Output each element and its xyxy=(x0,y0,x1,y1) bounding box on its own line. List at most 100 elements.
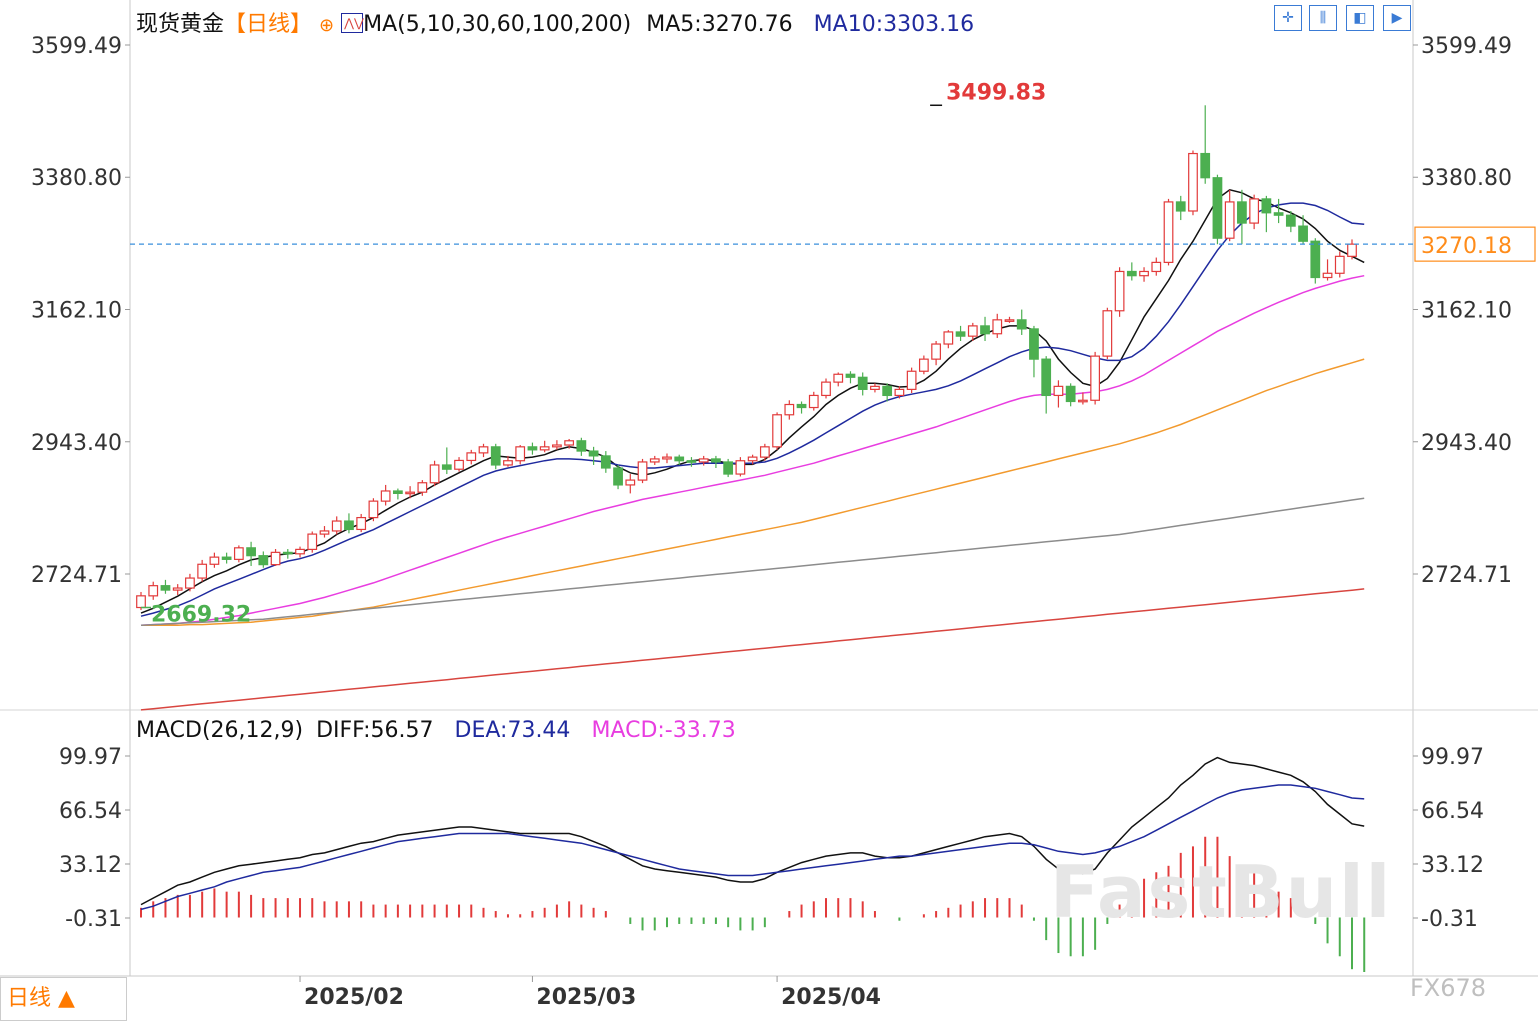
candle-up xyxy=(356,516,367,531)
timeframe-selector[interactable]: 日线 ▲ xyxy=(0,977,127,1021)
candle-down xyxy=(1200,152,1211,179)
candle-up xyxy=(906,370,917,390)
candle-up xyxy=(943,331,954,345)
ma10-value: MA10:3303.16 xyxy=(813,12,975,37)
macd-tick-label-right: 66.54 xyxy=(1421,799,1484,824)
price-tick-label-left: 3380.80 xyxy=(31,166,122,191)
candle-down xyxy=(723,461,734,475)
candle-up xyxy=(1053,385,1064,397)
last-price-label: 3270.18 xyxy=(1421,234,1512,259)
step-forward-icon[interactable]: ▶ xyxy=(1383,5,1411,31)
candle-up xyxy=(1090,355,1101,401)
candle-up xyxy=(209,556,220,565)
candle-down xyxy=(1212,177,1223,239)
ma-indicator-icon[interactable]: ⋀⋁ xyxy=(341,13,364,33)
watermark-fx678: FX678 xyxy=(1410,974,1487,1002)
candle-down xyxy=(980,325,990,335)
candle-up xyxy=(1249,198,1260,224)
candle-up xyxy=(405,491,415,495)
date-label: 2025/04 xyxy=(781,985,881,1010)
bar-chart-icon[interactable]: ⫼ xyxy=(1309,5,1337,31)
macd-diff: DIFF:56.57 xyxy=(316,718,434,743)
candle-up xyxy=(637,461,648,481)
candle-up xyxy=(331,520,342,532)
candle-up xyxy=(515,446,526,462)
price-tick-label-left: 3162.10 xyxy=(31,299,122,324)
candle-up xyxy=(992,319,1003,335)
candle-down xyxy=(160,585,171,591)
candle-down xyxy=(1273,212,1284,216)
period-label[interactable]: 【日线】 xyxy=(224,12,313,37)
candle-up xyxy=(233,547,244,560)
candle-up xyxy=(319,530,330,535)
date-label: 2025/03 xyxy=(536,985,636,1010)
candle-down xyxy=(588,450,599,457)
candle-up xyxy=(1102,310,1113,357)
candle-up xyxy=(1139,270,1149,277)
candle-up xyxy=(649,458,660,463)
macd-tick-label-left: 66.54 xyxy=(59,799,122,824)
ma-line-ma60 xyxy=(141,358,1365,626)
candle-up xyxy=(759,446,770,458)
macd-tick-label-right: 99.97 xyxy=(1421,745,1484,770)
candle-down xyxy=(845,373,856,378)
instrument-title: 现货黄金【日线】 ⊕ ⋀⋁ MA(5,10,30,60,100,200) MA5… xyxy=(136,6,974,38)
candle-up xyxy=(136,595,146,609)
price-tick-label-left: 3599.49 xyxy=(31,34,122,59)
date-label: 2025/02 xyxy=(304,985,404,1010)
candle-up xyxy=(894,388,905,397)
candle-up xyxy=(735,460,746,475)
ma-line-ma200 xyxy=(140,588,1365,711)
candle-up xyxy=(429,464,440,484)
candle-down xyxy=(857,376,868,390)
price-tick-label-left: 2943.40 xyxy=(31,431,122,456)
candle-down xyxy=(527,446,538,451)
candle-up xyxy=(931,343,941,360)
candle-up xyxy=(380,490,391,502)
macd-diff-line xyxy=(140,756,1365,906)
candle-down xyxy=(221,556,232,560)
ma-line-ma100 xyxy=(140,497,1365,626)
candle-up xyxy=(662,456,672,460)
candle-up xyxy=(295,548,305,555)
candle-up xyxy=(698,458,709,463)
candle-up xyxy=(1078,399,1088,403)
candle-up xyxy=(1334,255,1345,274)
candle-down xyxy=(576,440,587,452)
macd-tick-label-left: 99.97 xyxy=(59,745,122,770)
watermark: FastBull xyxy=(1050,850,1393,934)
candle-up xyxy=(870,385,880,390)
candle-up xyxy=(1322,272,1333,279)
candle-up xyxy=(1114,270,1125,312)
price-tick-label-right: 3599.49 xyxy=(1421,34,1512,59)
candle-up xyxy=(772,414,782,448)
price-tick-label-right: 2724.71 xyxy=(1421,563,1512,588)
instrument-name: 现货黄金 xyxy=(136,12,225,37)
last-price-box xyxy=(1414,226,1536,262)
candle-up xyxy=(454,459,464,470)
candle-down xyxy=(490,446,501,466)
macd-dea: DEA:73.44 xyxy=(454,718,571,743)
candle-up xyxy=(503,460,513,466)
candle-up xyxy=(417,482,428,493)
candle-down xyxy=(882,385,893,397)
candle-up xyxy=(808,394,819,409)
macd-dea-line xyxy=(140,784,1365,911)
candle-up xyxy=(1004,319,1015,322)
candle-down xyxy=(1237,201,1247,224)
max-price-label: 3499.83 xyxy=(946,80,1046,105)
crosshair-toggle-icon[interactable]: ✛ xyxy=(1274,5,1302,31)
ma5-value: MA5:3270.76 xyxy=(646,12,793,37)
candle-up xyxy=(539,446,550,451)
candle-down xyxy=(613,467,623,486)
candle-up xyxy=(821,381,831,397)
step-back-icon[interactable]: ◧ xyxy=(1346,5,1374,31)
candle-down xyxy=(1310,240,1321,279)
candle-down xyxy=(674,456,685,462)
candle-up xyxy=(478,446,489,454)
candle-up xyxy=(552,444,562,448)
ma-line-ma30 xyxy=(140,274,1365,626)
candle-up xyxy=(784,403,795,416)
crosshair-icon[interactable]: ⊕ xyxy=(319,15,335,36)
